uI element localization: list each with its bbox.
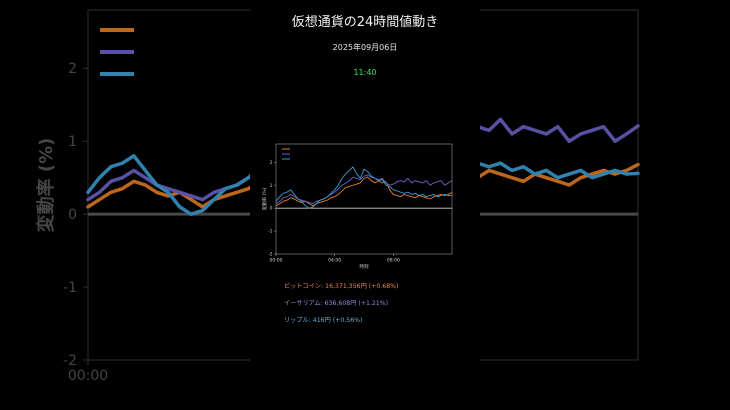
plot-frame [275,143,453,255]
x-tick-label: 04:00 [328,258,341,264]
price-change-chart: -2 -1 0 1 2 00:00 04:00 08:00 時刻 変動率 (%) [261,143,453,270]
xrp-series-line [275,166,453,209]
y-tick-label: -2 [268,252,273,258]
eth-series-line [275,174,453,205]
center-panel [250,0,480,410]
y-tick-label: 0 [68,207,77,223]
y-axis-label: 変動率 (%) [261,187,268,210]
y-tick-label: -1 [268,229,273,235]
x-tick-label: 00:00 [68,368,108,384]
y-tick-label: 1 [68,134,77,150]
y-tick-label: 2 [68,61,77,77]
x-axis-label: 時刻 [360,263,369,270]
page-title: 仮想通貨の24時間値動き [291,15,439,30]
y-tick-label: -2 [63,353,77,369]
eth-price-text: イーサリアム: 636,608円 (+1.21%) [284,300,389,307]
x-tick-label: 08:00 [387,258,400,264]
y-tick-label: 1 [270,183,273,189]
btc-price-text: ビットコイン: 16,371,356円 (+0.68%) [284,283,399,290]
y-tick-label: 2 [270,160,273,166]
date-label: 2025年09月06日 [332,43,398,52]
y-tick-label: -1 [63,280,77,296]
x-tick-label: 00:00 [270,258,283,264]
y-tick-label: 0 [270,206,273,212]
xrp-price-text: リップル: 416円 (+0.56%) [284,317,363,324]
y-axis-label: 変動率 (%) [35,138,57,233]
time-label: 11:40 [353,68,377,77]
